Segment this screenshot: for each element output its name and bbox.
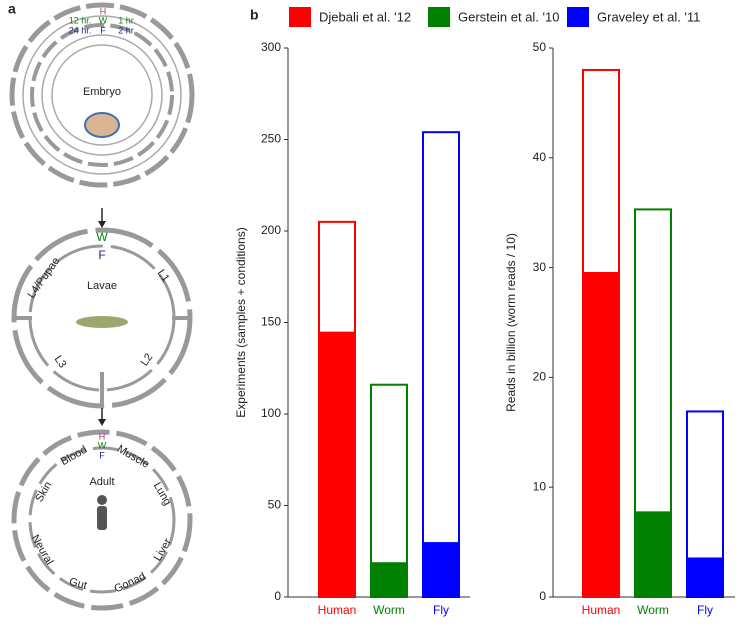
label: L3 (52, 353, 69, 370)
arrow-head (98, 419, 106, 426)
ring (30, 23, 174, 167)
bar-total (370, 383, 408, 598)
label: 24 hr. (69, 25, 92, 35)
label: H (99, 431, 106, 441)
y-tick-label: 30 (533, 260, 547, 274)
ring (28, 446, 176, 594)
ring (9, 2, 195, 188)
label: Lavae (87, 280, 117, 292)
larva-icon (76, 316, 128, 328)
y-axis-label: Experiments (samples + conditions) (234, 227, 248, 417)
label: W (96, 230, 108, 244)
y-tick-label: 0 (274, 589, 281, 603)
label: Neural (29, 533, 56, 567)
legend-swatch (428, 7, 450, 27)
label: F (98, 248, 105, 262)
x-tick-label: Human (582, 603, 621, 617)
label: W (99, 15, 108, 25)
y-tick-label: 100 (261, 406, 281, 420)
y-tick-label: 0 (539, 589, 546, 603)
y-tick-label: 50 (533, 40, 547, 54)
bar-filled (686, 557, 724, 597)
label: 12 hr. (69, 15, 92, 25)
x-tick-label: Human (318, 603, 357, 617)
human-icon (97, 506, 107, 530)
bar-total (582, 68, 620, 598)
x-tick-label: Fly (697, 603, 713, 617)
bar-filled (422, 542, 460, 597)
label: F (99, 450, 105, 460)
bar-total (422, 131, 460, 598)
bar-filled (318, 331, 356, 597)
embryo-icon (84, 112, 120, 138)
x-tick-label: Fly (433, 603, 449, 617)
x-tick-label: Worm (373, 603, 405, 617)
label: L2 (138, 351, 155, 368)
ring (11, 429, 193, 611)
label: Gut (68, 576, 88, 592)
legend-label: Graveley et al. '11 (597, 9, 700, 24)
legend-swatch (289, 7, 311, 27)
panel-label: a (8, 1, 16, 17)
legend-label: Gerstein et al. '10 (458, 9, 559, 24)
label: Embryo (83, 86, 121, 98)
y-tick-label: 40 (533, 150, 547, 164)
y-tick-label: 200 (261, 223, 281, 237)
label: Muscle (115, 443, 151, 471)
label: Lung (151, 480, 174, 507)
label: W (98, 440, 107, 450)
label: 2 hr. (118, 25, 136, 35)
y-tick-label: 150 (261, 315, 281, 329)
label: L1 (155, 267, 172, 284)
bar-total (634, 208, 672, 598)
y-tick-label: 50 (268, 498, 282, 512)
y-axis-label: Reads in billion (worm reads / 10) (504, 233, 518, 412)
legend-label: Djebali et al. '12 (319, 9, 411, 24)
arrow-head (98, 221, 106, 228)
panel-a: a H W F 12 hr. 1 hr. 24 hr. 2 hr. Embryo… (8, 1, 195, 611)
label: Skin (33, 480, 54, 505)
ring (51, 44, 153, 146)
bar-filled (370, 562, 408, 597)
label: Gonad (112, 570, 147, 595)
label: L4/Pupae (25, 255, 62, 300)
label: F (100, 25, 106, 35)
y-tick-label: 10 (533, 479, 547, 493)
ring (41, 34, 163, 156)
human-icon (97, 495, 107, 505)
label: 1 hr. (118, 15, 136, 25)
label: Adult (89, 476, 114, 488)
bar-filled (634, 511, 672, 597)
bar-total (318, 220, 356, 598)
panel-label: b (250, 7, 259, 23)
bar-total (686, 410, 724, 598)
y-tick-label: 300 (261, 40, 281, 54)
x-tick-label: Worm (637, 603, 669, 617)
y-tick-label: 20 (533, 370, 547, 384)
label: H (100, 6, 107, 16)
legend-swatch (567, 7, 589, 27)
bar-filled (582, 271, 620, 597)
y-tick-label: 250 (261, 132, 281, 146)
ring (22, 15, 182, 175)
label: Blood (59, 444, 89, 468)
